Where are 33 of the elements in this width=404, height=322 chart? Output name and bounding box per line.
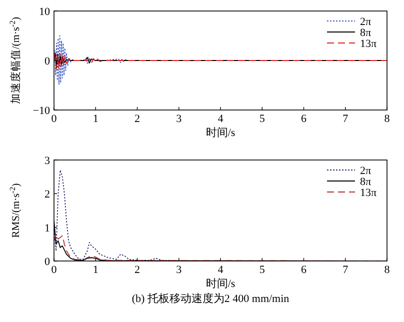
x-tick-label: 8: [384, 264, 390, 276]
legend-label: 8π: [360, 27, 372, 39]
x-tick-label: 2: [134, 113, 140, 125]
x-axis-title: 时间/s: [206, 126, 236, 139]
x-tick-label: 5: [259, 113, 266, 125]
y-tick-label: 3: [44, 155, 50, 167]
legend-label: 2π: [360, 16, 372, 28]
y-tick-label: 1: [44, 222, 50, 234]
x-tick-label: 8: [384, 113, 390, 125]
x-tick-label: 3: [176, 264, 182, 276]
legend-label: 13π: [360, 187, 377, 199]
x-tick-label: 6: [301, 113, 307, 125]
legend-label: 13π: [360, 38, 377, 50]
line-series: [54, 35, 128, 85]
y-tick-label: 0: [44, 56, 50, 68]
x-tick-label: 4: [218, 264, 224, 276]
x-tick-label: 5: [259, 264, 266, 276]
x-tick-label: 3: [176, 113, 182, 125]
legend-label: 2π: [360, 165, 372, 177]
x-axis-title: 时间/s: [206, 277, 236, 290]
x-tick-label: 2: [134, 264, 140, 276]
y-tick-label: −10: [32, 105, 50, 117]
x-tick-label: 1: [92, 113, 98, 125]
x-tick-label: 1: [92, 264, 98, 276]
y-tick-label: 0: [44, 256, 50, 268]
x-tick-label: 4: [218, 113, 224, 125]
y-tick-label: 2: [44, 188, 50, 201]
x-tick-label: 6: [301, 264, 307, 276]
legend-label: 8π: [360, 176, 372, 188]
x-tick-label: 7: [342, 264, 349, 276]
text: (b) 托板移动速度为2 400 mm/min: [132, 292, 290, 305]
y-tick-label: 10: [39, 6, 50, 18]
x-tick-label: 7: [342, 113, 349, 125]
